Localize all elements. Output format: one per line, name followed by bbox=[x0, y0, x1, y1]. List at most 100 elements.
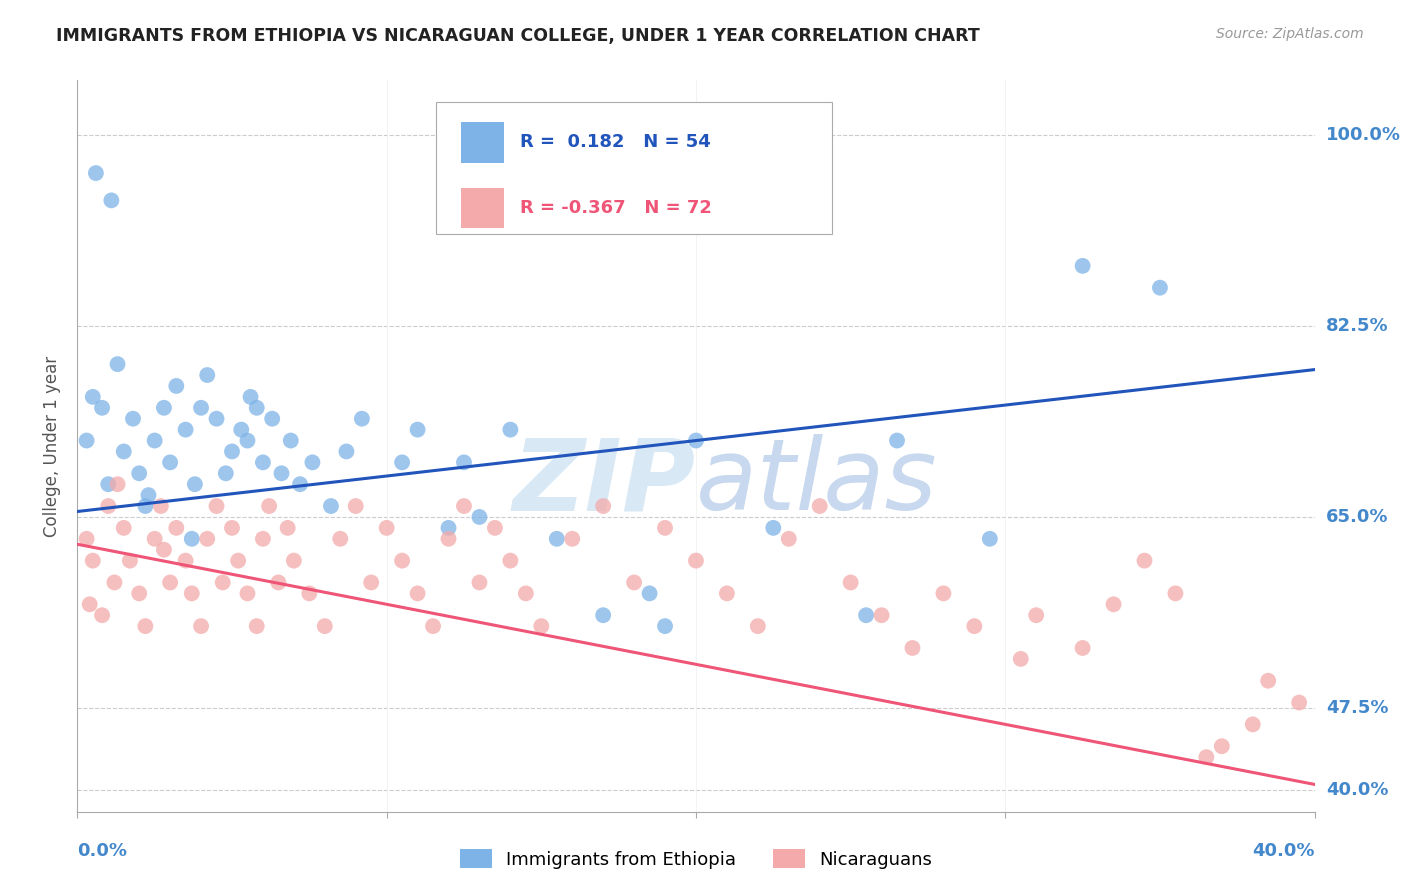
Point bbox=[221, 444, 243, 458]
Point bbox=[901, 640, 924, 655]
Point bbox=[391, 455, 413, 469]
Point bbox=[262, 411, 284, 425]
Point bbox=[288, 477, 311, 491]
Point bbox=[118, 554, 141, 568]
Text: IMMIGRANTS FROM ETHIOPIA VS NICARAGUAN COLLEGE, UNDER 1 YEAR CORRELATION CHART: IMMIGRANTS FROM ETHIOPIA VS NICARAGUAN C… bbox=[56, 27, 980, 45]
Point bbox=[1211, 739, 1233, 754]
Point bbox=[963, 619, 986, 633]
FancyBboxPatch shape bbox=[436, 103, 832, 234]
Point bbox=[515, 586, 537, 600]
Point bbox=[1195, 750, 1218, 764]
Point bbox=[103, 575, 125, 590]
Point bbox=[190, 401, 212, 415]
Point bbox=[685, 434, 707, 448]
Point bbox=[195, 368, 218, 382]
Point bbox=[468, 575, 491, 590]
Point bbox=[174, 554, 197, 568]
Point bbox=[391, 554, 413, 568]
Point bbox=[246, 619, 269, 633]
Point bbox=[592, 608, 614, 623]
Point bbox=[623, 575, 645, 590]
Point bbox=[239, 390, 262, 404]
Point bbox=[97, 499, 120, 513]
Point bbox=[221, 521, 243, 535]
Legend: Immigrants from Ethiopia, Nicaraguans: Immigrants from Ethiopia, Nicaraguans bbox=[453, 842, 939, 876]
Point bbox=[91, 401, 114, 415]
Point bbox=[195, 532, 218, 546]
Point bbox=[283, 554, 305, 568]
Point bbox=[350, 411, 373, 425]
Point bbox=[153, 401, 176, 415]
Point bbox=[159, 455, 181, 469]
Point bbox=[252, 532, 274, 546]
Point bbox=[76, 434, 98, 448]
Point bbox=[499, 423, 522, 437]
Text: atlas: atlas bbox=[696, 434, 938, 531]
Point bbox=[122, 411, 145, 425]
Point bbox=[165, 379, 187, 393]
Point bbox=[174, 423, 197, 437]
Point bbox=[335, 444, 357, 458]
Point bbox=[159, 575, 181, 590]
Point bbox=[128, 586, 150, 600]
Point bbox=[1102, 597, 1125, 611]
Point bbox=[180, 586, 202, 600]
Point bbox=[360, 575, 382, 590]
Text: ZIP: ZIP bbox=[513, 434, 696, 531]
Point bbox=[76, 532, 98, 546]
Point bbox=[149, 499, 172, 513]
Point bbox=[184, 477, 207, 491]
Text: 0.0%: 0.0% bbox=[77, 842, 128, 860]
Point bbox=[406, 423, 429, 437]
Text: 65.0%: 65.0% bbox=[1326, 508, 1388, 526]
Point bbox=[685, 554, 707, 568]
Point bbox=[280, 434, 302, 448]
Point bbox=[226, 554, 249, 568]
Text: 82.5%: 82.5% bbox=[1326, 317, 1388, 334]
Point bbox=[1164, 586, 1187, 600]
Point bbox=[329, 532, 352, 546]
Point bbox=[236, 434, 259, 448]
Point bbox=[932, 586, 955, 600]
Point bbox=[100, 194, 122, 208]
Text: R = -0.367   N = 72: R = -0.367 N = 72 bbox=[520, 199, 713, 218]
Point bbox=[406, 586, 429, 600]
Point bbox=[716, 586, 738, 600]
Point bbox=[762, 521, 785, 535]
Point bbox=[107, 357, 129, 371]
Text: 47.5%: 47.5% bbox=[1326, 699, 1388, 717]
Point bbox=[546, 532, 568, 546]
Point bbox=[375, 521, 398, 535]
Point bbox=[886, 434, 908, 448]
Point bbox=[267, 575, 290, 590]
Point bbox=[453, 499, 475, 513]
Point bbox=[231, 423, 253, 437]
FancyBboxPatch shape bbox=[461, 188, 505, 228]
Point bbox=[319, 499, 342, 513]
Point bbox=[654, 521, 676, 535]
Point bbox=[1288, 696, 1310, 710]
Point bbox=[143, 532, 166, 546]
Point bbox=[437, 532, 460, 546]
Point bbox=[215, 467, 238, 481]
Point bbox=[134, 619, 156, 633]
Point bbox=[298, 586, 321, 600]
Text: R =  0.182   N = 54: R = 0.182 N = 54 bbox=[520, 134, 711, 152]
Point bbox=[422, 619, 444, 633]
Point bbox=[205, 411, 228, 425]
Point bbox=[112, 444, 135, 458]
FancyBboxPatch shape bbox=[461, 122, 505, 162]
Point bbox=[654, 619, 676, 633]
Point bbox=[1133, 554, 1156, 568]
Point bbox=[143, 434, 166, 448]
Point bbox=[808, 499, 831, 513]
Point bbox=[1010, 652, 1032, 666]
Point bbox=[301, 455, 323, 469]
Point bbox=[453, 455, 475, 469]
Text: 40.0%: 40.0% bbox=[1253, 842, 1315, 860]
Point bbox=[979, 532, 1001, 546]
Point bbox=[1025, 608, 1047, 623]
Point bbox=[107, 477, 129, 491]
Point bbox=[870, 608, 893, 623]
Point bbox=[484, 521, 506, 535]
